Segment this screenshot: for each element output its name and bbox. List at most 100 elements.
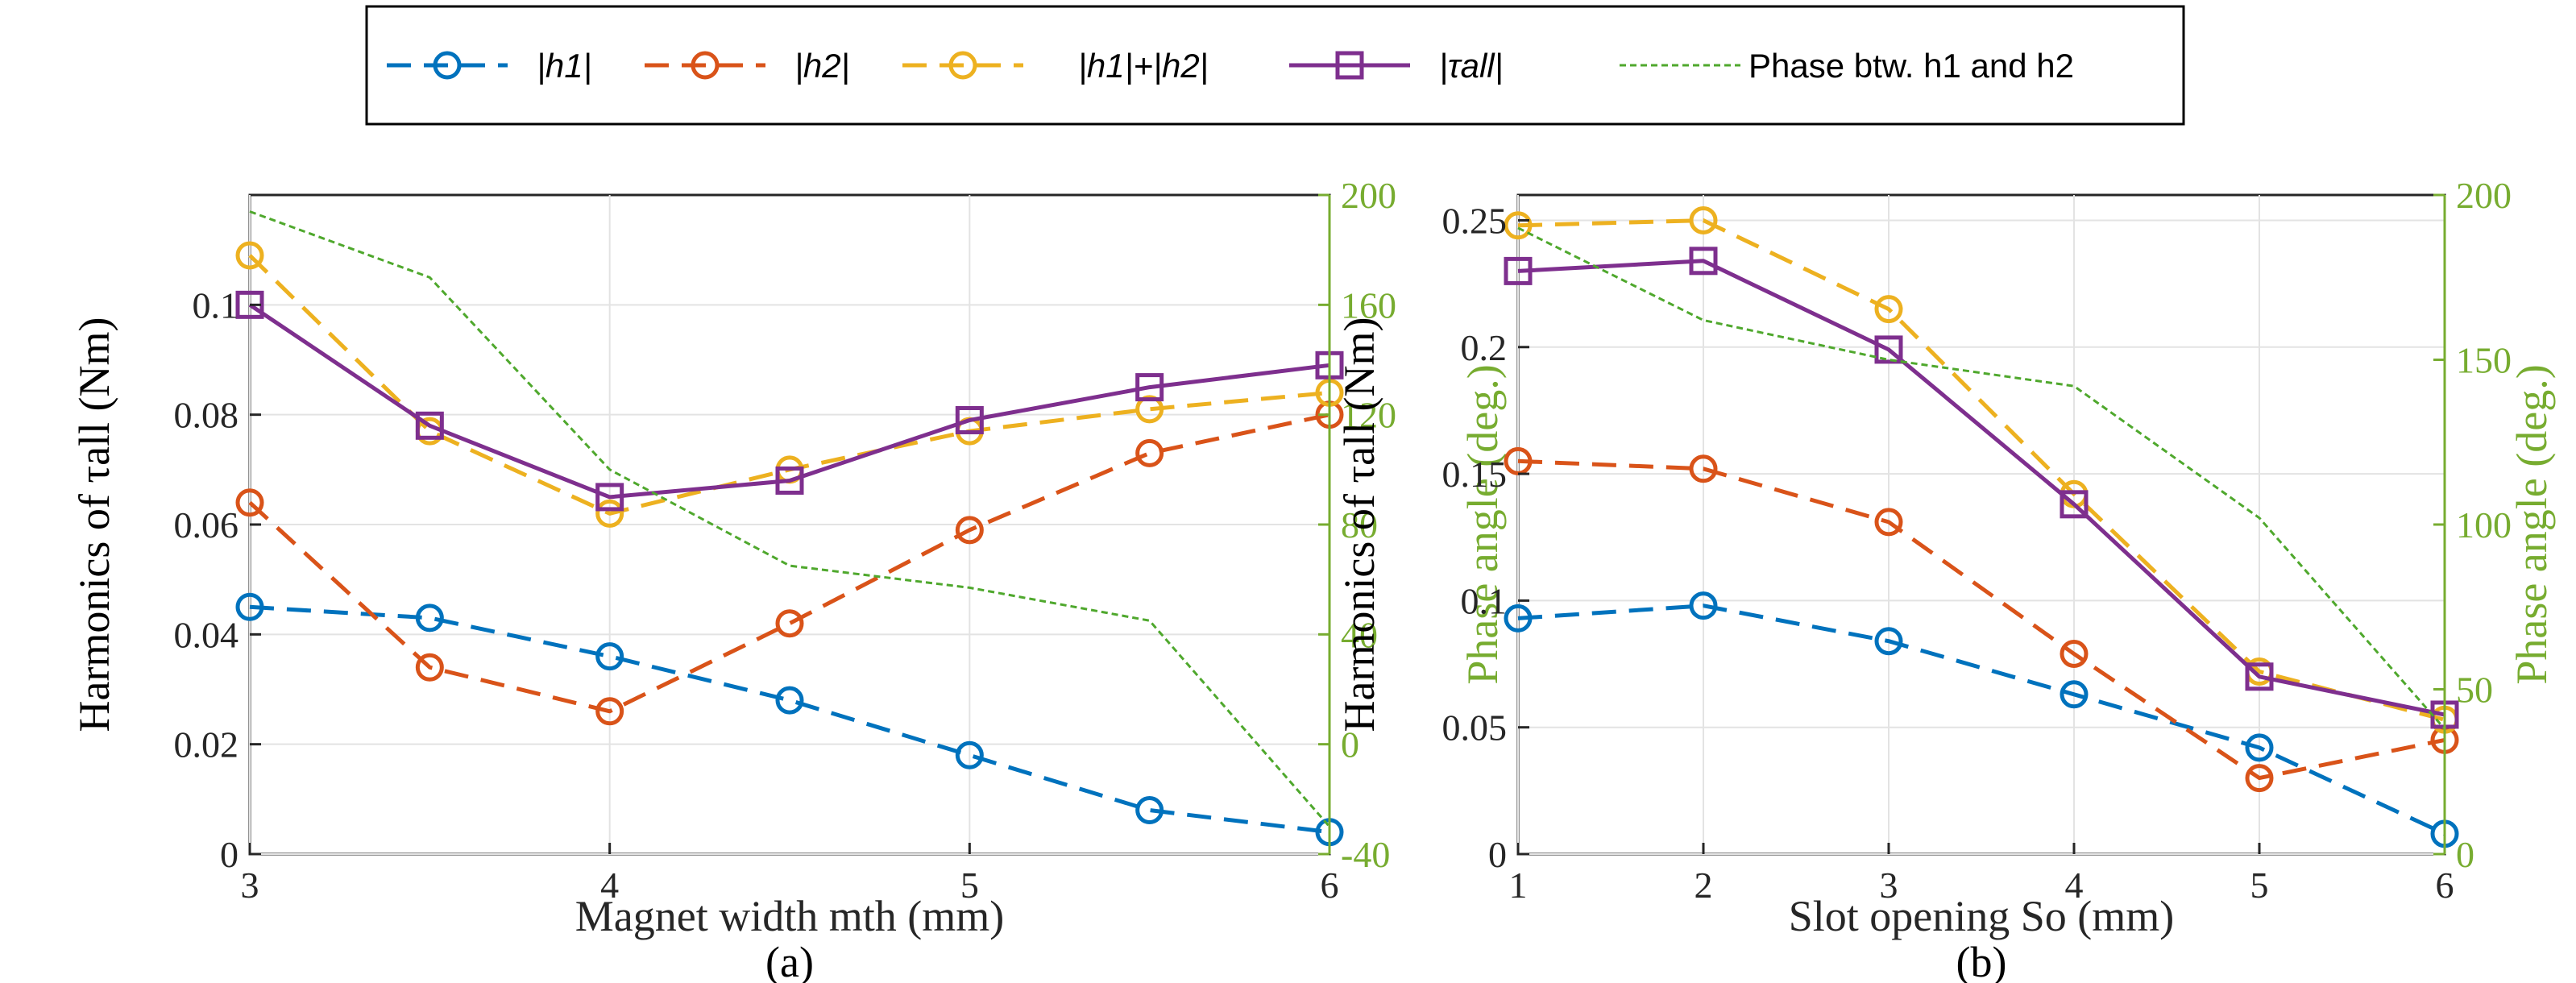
y-tick-label-right: 80 <box>1341 504 1378 545</box>
series-line-tau <box>1517 259 2445 717</box>
data-point-tau <box>2245 662 2274 691</box>
y-ticks-b: 0 0.05 0.1 0.15 0.2 0.25 <box>1442 200 1529 875</box>
y-axis-label-right-a: Phase angle (deg.) <box>1458 364 1507 684</box>
legend-label-h2: |h2| <box>794 47 850 85</box>
x-tick-label: 3 <box>1880 865 1898 906</box>
y-ticks-right-b: 0 50 100 150 200 <box>2433 175 2512 875</box>
data-point-sum <box>1504 211 1533 240</box>
legend-entry-tau: |τall| <box>1289 47 1504 85</box>
y-tick-label-right: 0 <box>1341 724 1359 765</box>
y-axis-label-a: Harmonics of τall (Nm) <box>70 317 118 732</box>
data-point-h1 <box>1504 603 1533 633</box>
data-point-h1 <box>1874 627 1903 656</box>
data-point-tau <box>2060 490 2089 519</box>
y-tick-label: 0.02 <box>174 724 239 765</box>
y-tick-label-right: 120 <box>1341 395 1396 436</box>
legend-label-sum: |h1|+|h2| <box>1078 47 1209 85</box>
data-point-sum <box>235 241 264 270</box>
data-point-tau <box>595 483 624 512</box>
data-point-h2 <box>775 609 804 638</box>
y-ticks-right-a: -40 0 40 80 120 160 200 <box>1318 175 1396 875</box>
panel-label-a: (a) <box>765 938 814 983</box>
y-tick-label: 0.1 <box>193 284 239 326</box>
y-axis-label-right-b: Phase angle (deg.) <box>2508 364 2556 684</box>
data-point-sum <box>1689 205 1718 234</box>
series-line-h2 <box>248 413 1330 714</box>
legend-marker-h2 <box>691 51 720 80</box>
x-ticks-b: 1 2 3 4 5 6 <box>1509 843 2454 906</box>
y-tick-label: 0.1 <box>1461 580 1508 621</box>
legend-marker-tau <box>1335 51 1364 80</box>
y-tick-label-right: 100 <box>2456 504 2512 545</box>
x-axis-label-b: Slot opening So (mm) <box>1789 892 2175 940</box>
data-point-tau <box>1135 373 1164 402</box>
data-point-tau <box>415 411 444 440</box>
y-tick-label-right: 200 <box>1341 175 1396 216</box>
legend-box <box>365 5 2185 126</box>
series-line-h2 <box>1517 458 2445 781</box>
data-point-h1 <box>235 592 264 621</box>
plot-area-b <box>1516 193 2446 856</box>
data-point-sum <box>1135 395 1164 424</box>
legend: |h1| |h2| |h1|+|h2| |τall| Phase btw. h1… <box>365 5 2185 126</box>
data-point-h1 <box>595 642 624 671</box>
data-point-h2 <box>1689 454 1718 483</box>
data-point-h2 <box>1135 438 1164 467</box>
data-point-h2 <box>415 653 444 682</box>
data-point-h2 <box>2245 764 2274 793</box>
legend-label-phase: Phase btw. h1 and h2 <box>1748 47 2074 85</box>
x-tick-label: 1 <box>1509 865 1528 906</box>
data-point-h1 <box>955 740 984 769</box>
data-point-tau <box>1874 335 1903 364</box>
data-point-tau <box>1689 247 1718 276</box>
x-axis-label-a: Magnet width mth (mm) <box>575 892 1004 940</box>
y-tick-label-right: 50 <box>2456 670 2493 711</box>
y-tick-label-right: 40 <box>1341 614 1378 655</box>
x-tick-label: 6 <box>2436 865 2454 906</box>
data-point-h2 <box>2060 639 2089 668</box>
x-tick-label: 5 <box>2250 865 2269 906</box>
y-tick-label: 0.2 <box>1461 327 1508 368</box>
series-line-phase <box>1517 226 2446 730</box>
data-point-tau <box>235 290 264 319</box>
series-a <box>235 210 1344 847</box>
data-point-tau <box>955 405 984 434</box>
y-tick-label-right: 200 <box>2456 175 2512 216</box>
y-tick-label: 0 <box>220 834 239 875</box>
series-line-phase <box>249 210 1331 827</box>
y-axis-label-b: Harmonics of τall (Nm) <box>1335 317 1383 732</box>
data-point-sum <box>595 499 624 528</box>
y-tick-label: 0.08 <box>174 395 239 436</box>
data-point-tau <box>1504 256 1533 285</box>
series-line-sum <box>1517 218 2445 722</box>
legend-entry-sum: |h1|+|h2| <box>902 47 1209 85</box>
series-b <box>1504 205 2459 848</box>
y-tick-label: 0.25 <box>1442 200 1508 241</box>
data-point-h1 <box>2060 680 2089 709</box>
data-point-h1 <box>775 686 804 715</box>
legend-marker-h1 <box>433 51 462 80</box>
data-point-h2 <box>1874 508 1903 537</box>
series-line-h1 <box>1517 603 2446 836</box>
y-tick-label-right: 160 <box>1341 284 1396 326</box>
y-tick-label: 0 <box>1488 834 1507 875</box>
y-tick-label: 0.05 <box>1442 707 1508 749</box>
data-point-h1 <box>2245 733 2274 762</box>
legend-label-tau: |τall| <box>1439 47 1504 85</box>
x-tick-label: 4 <box>2065 865 2084 906</box>
x-tick-label: 5 <box>960 865 979 906</box>
y-ticks-a: 0 0.02 0.04 0.06 0.08 0.1 <box>174 284 261 875</box>
y-tick-label: 0.04 <box>174 614 239 655</box>
x-tick-label: 4 <box>600 865 619 906</box>
panel-label-b: (b) <box>1956 938 2007 983</box>
chart-panel-a: 3 4 5 6 0 0.02 0.04 0.06 0.08 0.1 -40 0 40 80 120 160… <box>70 175 1507 983</box>
data-point-h1 <box>415 603 444 633</box>
legend-entry-h2: |h2| <box>645 47 850 85</box>
x-ticks-a: 3 4 5 6 <box>241 843 1339 906</box>
data-point-h2 <box>955 516 984 545</box>
y-tick-label-right: 150 <box>2456 340 2512 381</box>
legend-entry-h1: |h1| <box>387 47 592 85</box>
x-tick-label: 6 <box>1321 865 1339 906</box>
